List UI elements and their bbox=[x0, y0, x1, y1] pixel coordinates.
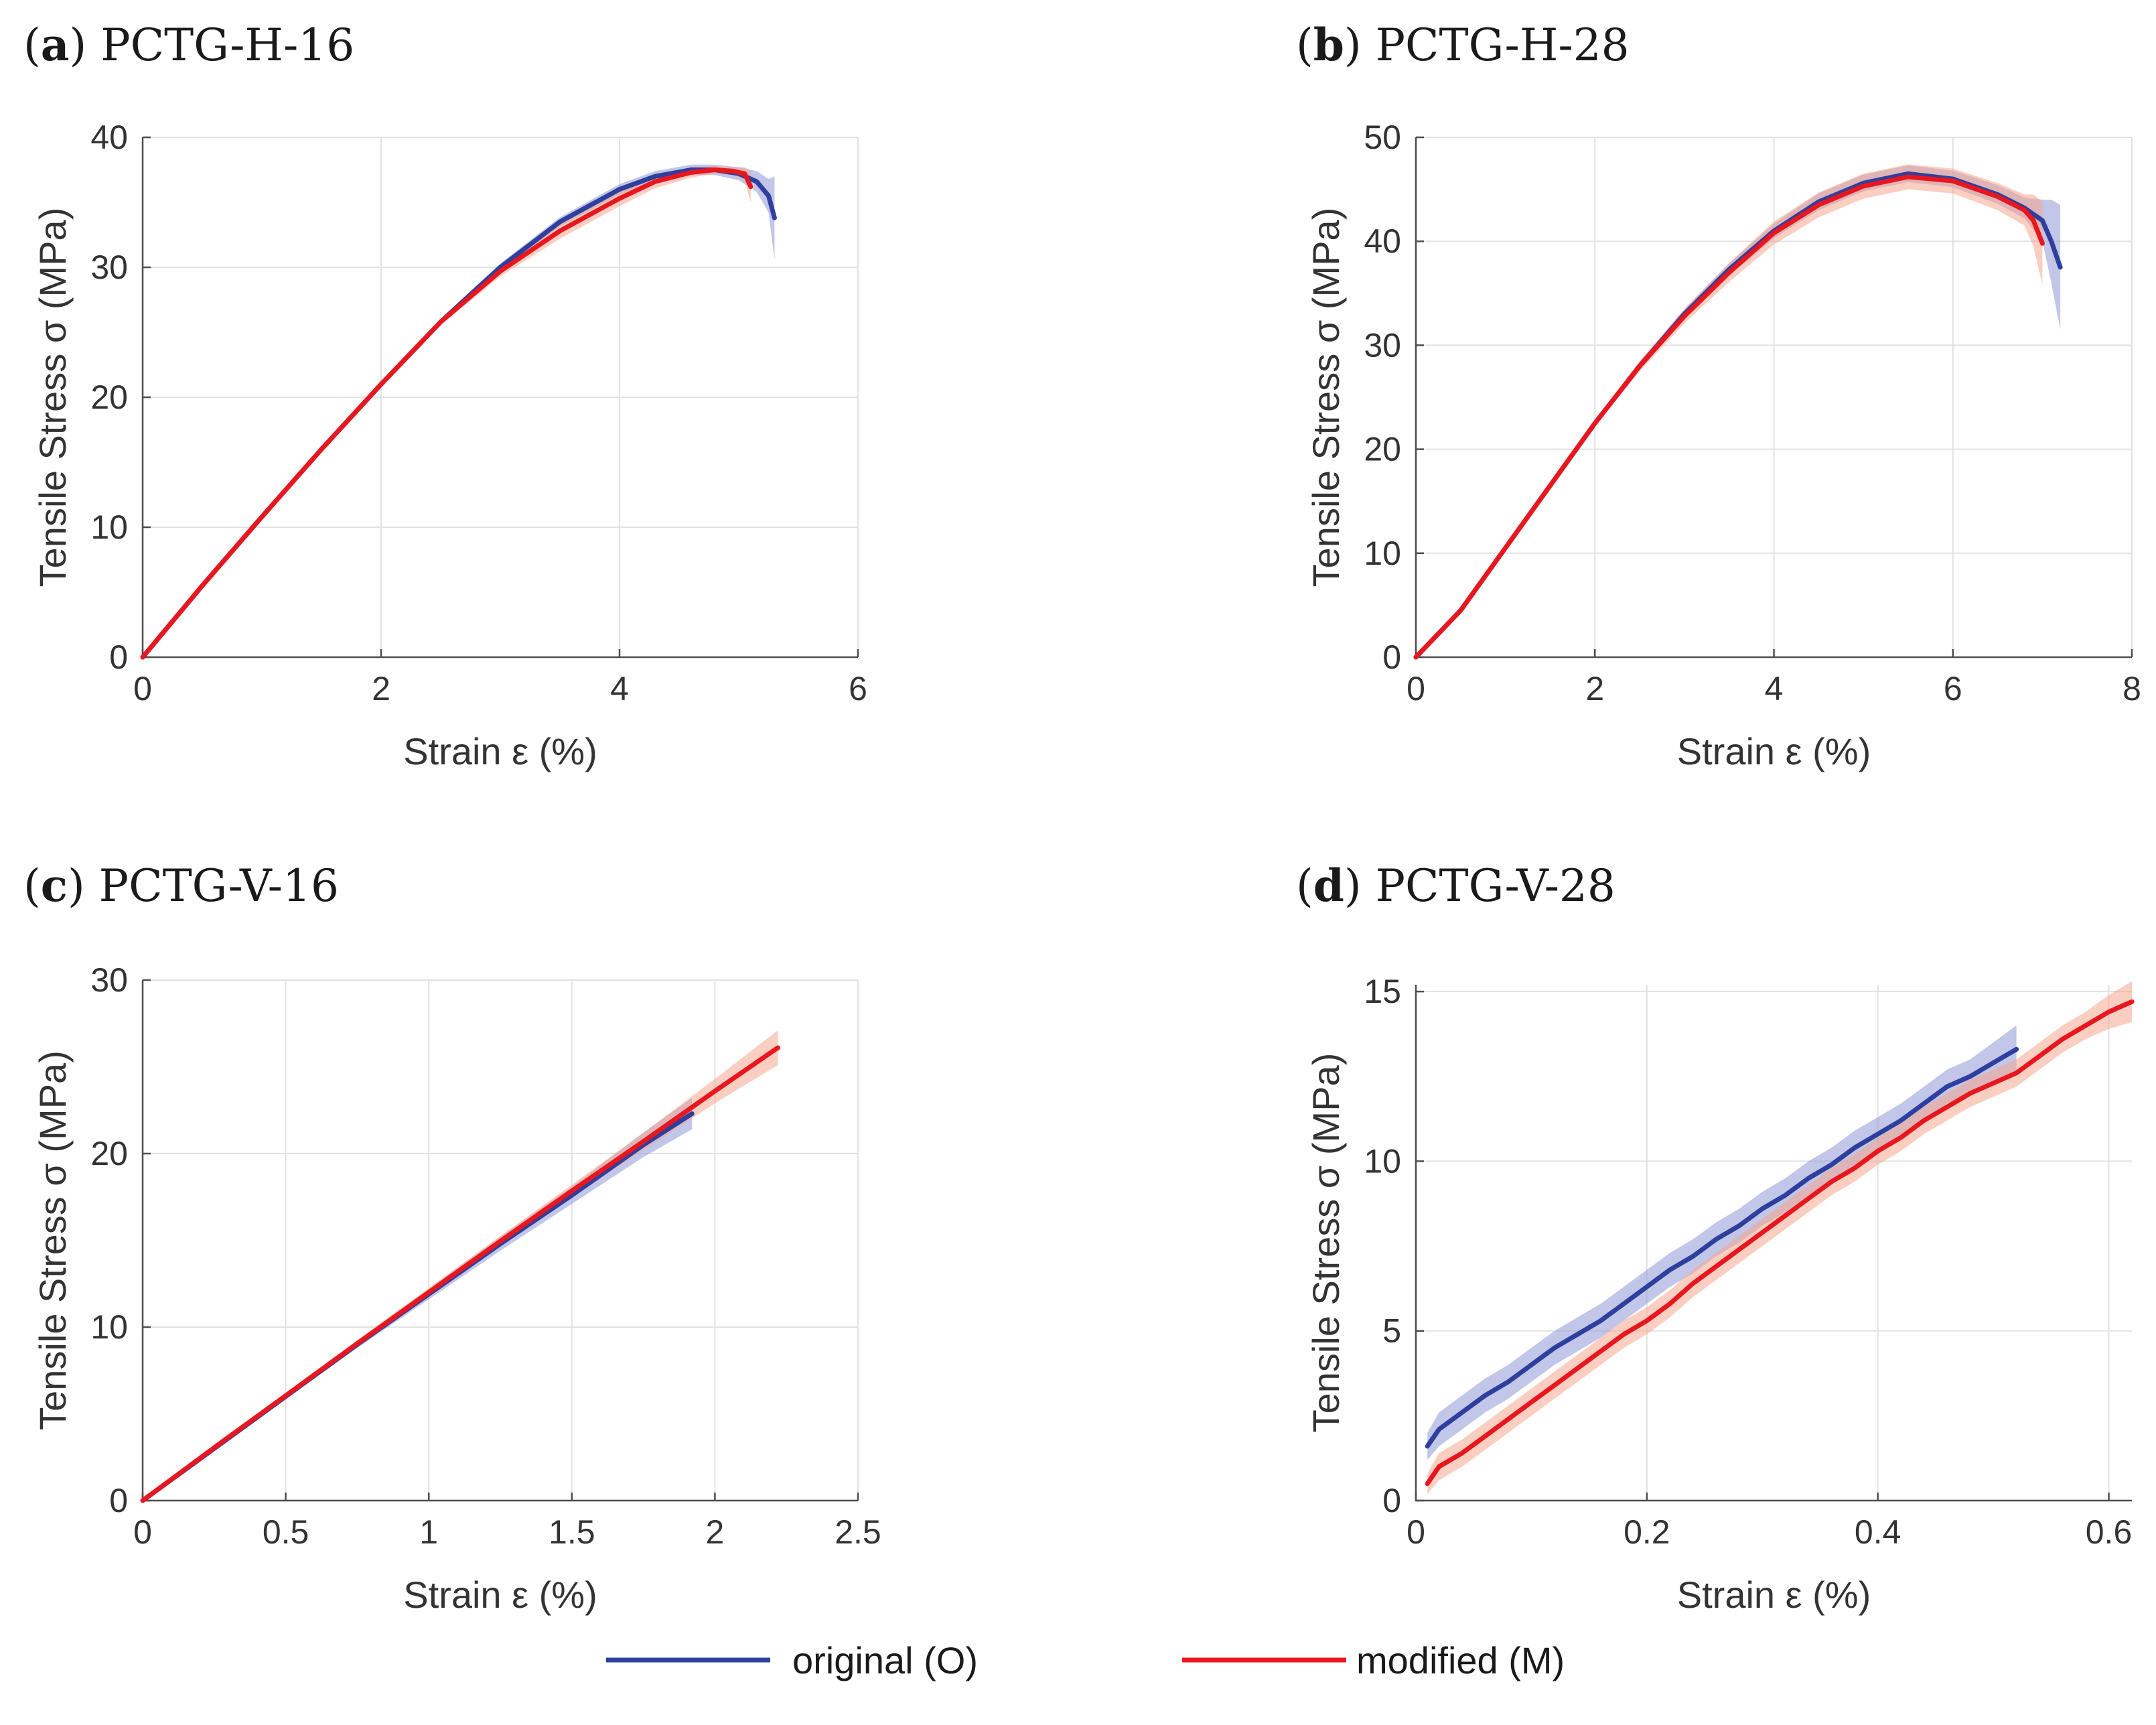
series-line-original bbox=[140, 167, 777, 660]
x-tick-label: 6 bbox=[849, 670, 867, 707]
panel-a: (a) PCTG-H-16 0 2 4 6 0 10 20 30 40 Strain ε (%) Te… bbox=[23, 19, 867, 772]
panel-close-paren: ) bbox=[1344, 860, 1376, 912]
panel-open-paren: ( bbox=[23, 860, 41, 912]
panel-letter: a bbox=[41, 19, 70, 71]
y-tick-label: 20 bbox=[90, 1135, 128, 1172]
y-axis-label: Tensile Stress σ (MPa) bbox=[1305, 208, 1347, 588]
band-original bbox=[1416, 165, 2061, 657]
y-tick-label: 15 bbox=[1364, 973, 1401, 1010]
panel-open-paren: ( bbox=[23, 19, 41, 71]
x-tick-label: 0 bbox=[133, 1513, 152, 1551]
y-axis-label: Tensile Stress σ (MPa) bbox=[1305, 1053, 1347, 1433]
panel-open-paren: ( bbox=[1296, 19, 1313, 71]
series-line-modified bbox=[1413, 174, 2045, 660]
band-modified bbox=[1416, 164, 2043, 657]
x-axis-label: Strain ε (%) bbox=[1677, 730, 1871, 772]
x-axis-label: Strain ε (%) bbox=[1677, 1574, 1871, 1616]
legend-label-original: original (O) bbox=[792, 1639, 978, 1681]
y-tick-label: 30 bbox=[90, 961, 128, 999]
x-tick-label: 0 bbox=[1407, 670, 1425, 707]
y-tick-label: 0 bbox=[1382, 638, 1401, 676]
y-axis-label: Tensile Stress σ (MPa) bbox=[31, 208, 74, 588]
x-tick-label: 2 bbox=[1585, 670, 1604, 707]
y-tick-label: 50 bbox=[1364, 119, 1401, 156]
legend-label-modified: modified (M) bbox=[1356, 1639, 1565, 1681]
y-tick-label: 40 bbox=[1364, 222, 1401, 260]
panel-title-a: (a) PCTG-H-16 bbox=[23, 19, 354, 71]
y-tick-label: 10 bbox=[1364, 1142, 1401, 1180]
x-tick-label: 2.5 bbox=[835, 1513, 881, 1551]
band-original bbox=[1427, 1025, 2017, 1460]
series-line-modified bbox=[140, 1045, 780, 1503]
y-tick-label: 40 bbox=[90, 119, 128, 156]
y-axis-label: Tensile Stress σ (MPa) bbox=[31, 1050, 74, 1430]
series-line-original bbox=[1413, 171, 2063, 660]
x-axis-label: Strain ε (%) bbox=[403, 730, 597, 772]
y-tick-label: 20 bbox=[90, 378, 128, 416]
panel-title-text: PCTG-V-28 bbox=[1376, 860, 1615, 912]
x-tick-label: 6 bbox=[1944, 670, 1962, 707]
panel-letter: d bbox=[1313, 859, 1344, 912]
y-tick-label: 0 bbox=[1382, 1482, 1401, 1519]
x-tick-label: 0 bbox=[1407, 1513, 1425, 1551]
band-modified bbox=[1427, 981, 2132, 1494]
x-tick-label: 2 bbox=[705, 1513, 724, 1551]
panel-title-text: PCTG-V-16 bbox=[99, 860, 339, 912]
panel-title-c: (c) PCTG-V-16 bbox=[23, 859, 339, 912]
x-tick-label: 4 bbox=[610, 670, 629, 707]
y-tick-label: 5 bbox=[1382, 1312, 1401, 1350]
panel-title-d: (d) PCTG-V-28 bbox=[1296, 859, 1615, 912]
x-tick-label: 8 bbox=[2123, 670, 2141, 707]
panel-letter: c bbox=[41, 859, 68, 912]
x-tick-label: 0.6 bbox=[2086, 1513, 2133, 1551]
x-tick-label: 0.2 bbox=[1624, 1513, 1670, 1551]
y-tick-label: 30 bbox=[1364, 326, 1401, 364]
series-line-modified bbox=[1425, 999, 2135, 1487]
panel-close-paren: ) bbox=[68, 860, 99, 912]
panel-title-text: PCTG-H-16 bbox=[100, 19, 354, 71]
x-tick-label: 4 bbox=[1765, 670, 1784, 707]
panel-title-b: (b) PCTG-H-28 bbox=[1296, 19, 1630, 71]
x-tick-label: 0.5 bbox=[263, 1513, 309, 1551]
band-original bbox=[143, 164, 775, 657]
y-tick-label: 10 bbox=[90, 1308, 128, 1346]
x-tick-label: 0 bbox=[133, 670, 152, 707]
x-tick-label: 1.5 bbox=[549, 1513, 595, 1551]
panel-c: (c) PCTG-V-16 0 0.5 1 1.5 2 2.5 0 10 20 30 Strain ε… bbox=[23, 859, 881, 1616]
x-axis-label: Strain ε (%) bbox=[403, 1574, 597, 1616]
panel-letter: b bbox=[1313, 19, 1344, 71]
x-tick-label: 1 bbox=[419, 1513, 438, 1551]
y-tick-label: 0 bbox=[109, 1482, 128, 1519]
y-tick-label: 10 bbox=[90, 508, 128, 546]
panel-close-paren: ) bbox=[70, 19, 101, 71]
panel-close-paren: ) bbox=[1344, 19, 1376, 71]
y-tick-label: 30 bbox=[90, 249, 128, 286]
panel-b: (b) PCTG-H-28 0 2 4 6 8 0 10 20 30 40 50 Strain ε (%… bbox=[1296, 19, 2141, 772]
y-tick-label: 20 bbox=[1364, 431, 1401, 468]
panel-d: (d) PCTG-V-28 0 0.2 0.4 0.6 0 5 10 15 Strain ε (%… bbox=[1296, 859, 2135, 1616]
panel-title-text: PCTG-H-28 bbox=[1376, 19, 1630, 71]
y-tick-label: 0 bbox=[109, 638, 128, 676]
legend: original (O) modified (M) bbox=[606, 1639, 1565, 1681]
x-tick-label: 0.4 bbox=[1855, 1513, 1901, 1551]
y-tick-label: 10 bbox=[1364, 535, 1401, 572]
panel-open-paren: ( bbox=[1296, 860, 1313, 912]
x-tick-label: 2 bbox=[372, 670, 390, 707]
series-line-original bbox=[1425, 1046, 2019, 1449]
series-line-modified bbox=[140, 167, 753, 660]
band-modified bbox=[143, 165, 751, 657]
